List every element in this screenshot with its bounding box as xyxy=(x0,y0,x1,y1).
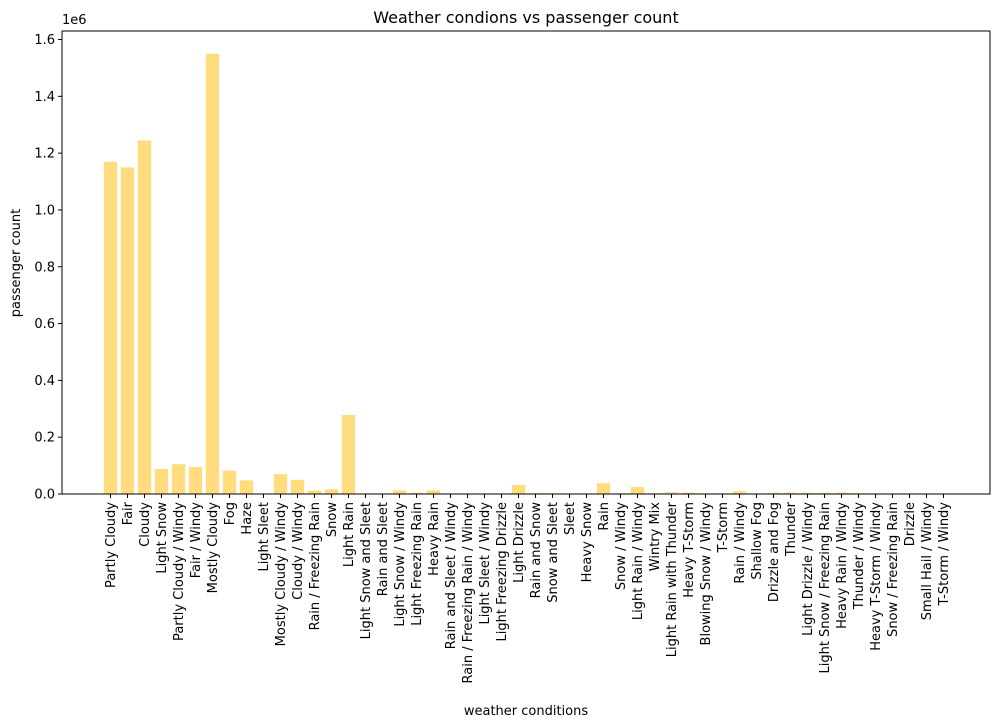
x-tick-label: Rain / Freezing Rain xyxy=(308,502,323,630)
y-tick-label: 0.4 xyxy=(34,374,55,389)
bar xyxy=(511,484,526,494)
x-tick-label: Thunder xyxy=(784,501,799,557)
y-axis: 0.0 0.2 0.4 0.6 0.8 1.0 1.2 1.4 1.6 xyxy=(34,33,62,503)
bar xyxy=(120,167,135,494)
bar xyxy=(290,479,305,494)
x-axis: Partly Cloudy Fair Cloudy Light Snow Partly … xyxy=(104,494,952,683)
x-tick-label: Light Rain xyxy=(342,502,357,567)
x-tick-label: Light Rain / Windy xyxy=(631,502,646,620)
x-tick-label: Light Drizzle xyxy=(512,502,527,583)
x-tick-label: Light Snow and Sleet xyxy=(359,502,374,639)
x-tick-label: Heavy Rain xyxy=(427,502,442,576)
bar xyxy=(307,490,322,494)
x-tick-label: Rain and Sleet / Windy xyxy=(444,502,459,650)
x-tick-label: Rain / Freezing Rain / Windy xyxy=(461,502,476,684)
bar xyxy=(426,490,441,494)
x-tick-label: Partly Cloudy xyxy=(104,502,119,588)
chart-title: Weather condions vs passenger count xyxy=(373,8,678,27)
x-tick-label: Light Freezing Drizzle xyxy=(495,502,510,641)
bar xyxy=(188,467,203,494)
bar xyxy=(834,492,849,494)
x-tick-label: Heavy Snow xyxy=(580,502,595,583)
x-tick-label: Light Snow xyxy=(155,502,170,574)
y-tick-label: 0.0 xyxy=(34,488,55,503)
x-tick-label: Light Sleet / Windy xyxy=(478,502,493,625)
x-tick-label: Snow and Sleet xyxy=(546,502,561,603)
x-tick-label: Wintry Mix xyxy=(648,502,663,572)
x-tick-label: Light Snow / Windy xyxy=(393,502,408,627)
bars-group xyxy=(103,53,951,495)
x-tick-label: Mostly Cloudy xyxy=(206,502,221,594)
y-tick-label: 1.2 xyxy=(34,147,55,162)
bar xyxy=(324,489,339,494)
bar xyxy=(205,53,220,494)
x-tick-label: Shallow Fog xyxy=(750,502,765,580)
bar xyxy=(630,486,645,494)
bar xyxy=(800,492,815,494)
x-tick-label: Cloudy / Windy xyxy=(291,502,306,600)
x-tick-label: Mostly Cloudy / Windy xyxy=(274,502,289,647)
bar xyxy=(392,490,407,494)
x-tick-label: Light Drizzle / Windy xyxy=(801,502,816,636)
x-tick-label: Rain and Sleet xyxy=(376,502,391,596)
x-tick-label: Fair / Windy xyxy=(189,502,204,579)
x-tick-label: Rain xyxy=(597,502,612,531)
x-tick-label: Thunder / Windy xyxy=(852,502,867,611)
x-tick-label: Snow / Windy xyxy=(614,502,629,590)
x-tick-label: Rain and Snow xyxy=(529,502,544,599)
bar xyxy=(783,492,798,494)
x-tick-label: Partly Cloudy / Windy xyxy=(172,502,187,641)
y-tick-label: 1.0 xyxy=(34,203,55,218)
bar xyxy=(681,492,696,494)
x-tick-label: Sleet xyxy=(563,502,578,535)
bar xyxy=(766,492,781,494)
x-axis-label: weather conditions xyxy=(464,704,589,719)
bar xyxy=(341,415,356,494)
x-tick-label: Rain / Windy xyxy=(733,502,748,584)
y-tick-label: 0.8 xyxy=(34,260,55,275)
x-tick-label: Snow xyxy=(325,502,340,537)
x-tick-label: Light Freezing Rain xyxy=(410,502,425,626)
x-tick-label: Heavy Rain / Windy xyxy=(835,502,850,629)
bar xyxy=(409,492,424,494)
bar xyxy=(154,469,169,494)
bar xyxy=(664,492,679,494)
x-tick-label: Haze xyxy=(240,502,255,535)
bar xyxy=(817,492,832,494)
y-tick-label: 1.6 xyxy=(34,33,55,48)
x-tick-label: Drizzle xyxy=(903,502,918,546)
y-tick-label: 0.2 xyxy=(34,431,55,446)
bar xyxy=(103,161,118,494)
x-tick-label: Light Rain with Thunder xyxy=(665,501,680,657)
bar xyxy=(239,480,254,494)
x-tick-label: Light Sleet xyxy=(257,502,272,572)
y-axis-multiplier: 1e6 xyxy=(62,13,87,28)
y-tick-label: 1.4 xyxy=(34,90,55,105)
x-tick-label: T-Storm / Windy xyxy=(937,502,952,607)
x-tick-label: Cloudy xyxy=(138,502,153,547)
x-tick-label: Blowing Snow / Windy xyxy=(699,502,714,646)
x-tick-label: Light Snow / Freezing Rain xyxy=(818,502,833,674)
x-tick-label: Fog xyxy=(223,502,238,525)
y-tick-label: 0.6 xyxy=(34,317,55,332)
x-tick-label: Small Hail / Windy xyxy=(920,502,935,621)
bar xyxy=(732,491,747,494)
x-tick-label: Snow / Freezing Rain xyxy=(886,502,901,637)
bar xyxy=(273,474,288,494)
plot-frame xyxy=(61,30,991,495)
x-tick-label: Heavy T-Storm / Windy xyxy=(869,502,884,651)
bar xyxy=(137,140,152,495)
x-tick-label: Fair xyxy=(121,501,136,525)
y-axis-label: passenger count xyxy=(9,209,24,317)
x-tick-label: Heavy T-Storm xyxy=(682,502,697,598)
bar xyxy=(596,483,611,494)
x-tick-label: Drizzle and Fog xyxy=(767,502,782,602)
x-tick-label: T-Storm xyxy=(716,502,731,554)
bar xyxy=(171,464,186,494)
bar xyxy=(222,470,237,494)
